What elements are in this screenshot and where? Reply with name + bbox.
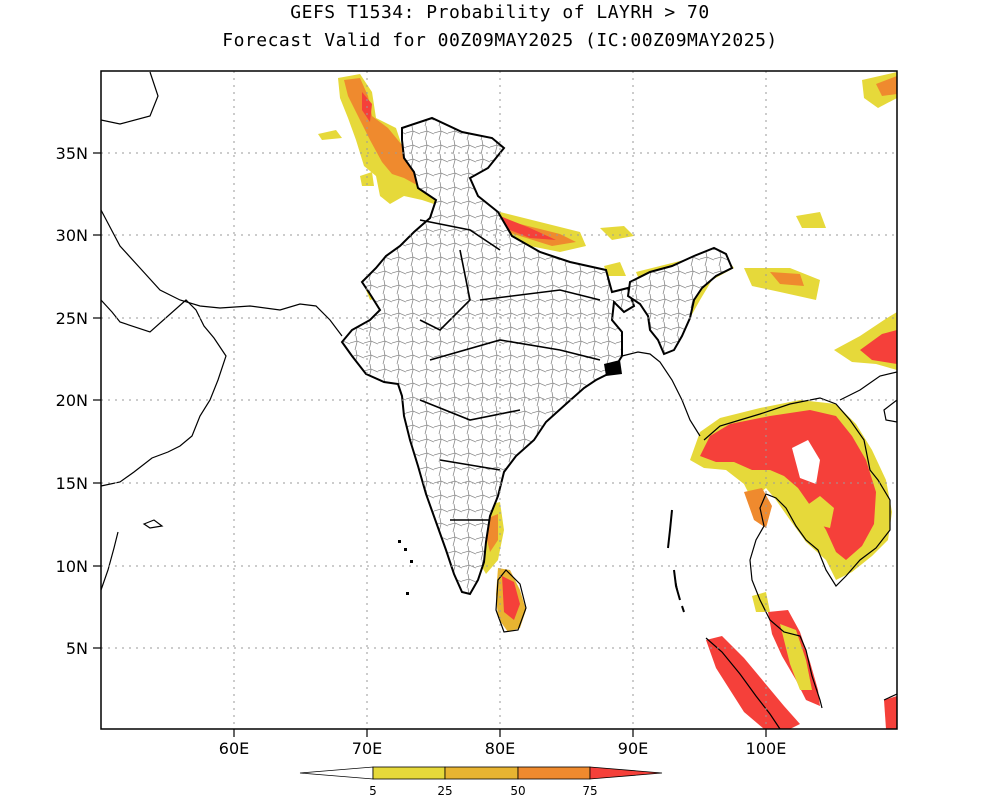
colorbar (299, 766, 663, 780)
lat-label-25n: 25N (56, 309, 88, 328)
lat-label-35n: 35N (56, 144, 88, 163)
colorbar-above-75 (589, 766, 663, 780)
colorbar-5-25 (372, 766, 446, 780)
lon-label-100e: 100E (746, 739, 787, 758)
lakshadweep-islands (398, 540, 413, 595)
colorbar-label-75: 75 (582, 784, 597, 798)
lat-label-15n: 15N (56, 474, 88, 493)
lat-label-5n: 5N (66, 639, 88, 658)
map-title: GEFS T1534: Probability of LAYRH > 70 (290, 2, 710, 23)
northeast-india (626, 246, 734, 356)
coastlines (101, 71, 897, 729)
lon-label-90e: 90E (618, 739, 648, 758)
lat-label-30n: 30N (56, 226, 88, 245)
lon-label-60e: 60E (219, 739, 249, 758)
probability-shading (318, 72, 897, 729)
lat-label-20n: 20N (56, 391, 88, 410)
andaman-islands (667, 509, 685, 613)
map-subtitle: Forecast Valid for 00Z09MAY2025 (IC:00Z0… (222, 30, 778, 51)
graticule (101, 71, 897, 729)
lon-label-70e: 70E (352, 739, 382, 758)
lat-label-10n: 10N (56, 557, 88, 576)
colorbar-label-25: 25 (437, 784, 452, 798)
colorbar-below-5 (299, 766, 374, 780)
india-districts (340, 116, 636, 596)
colorbar-label-50: 50 (510, 784, 525, 798)
colorbar-25-50 (444, 766, 519, 780)
colorbar-50-75 (517, 766, 591, 780)
axis-ticks (93, 152, 767, 737)
lon-label-80e: 80E (485, 739, 515, 758)
colorbar-label-5: 5 (369, 784, 377, 798)
